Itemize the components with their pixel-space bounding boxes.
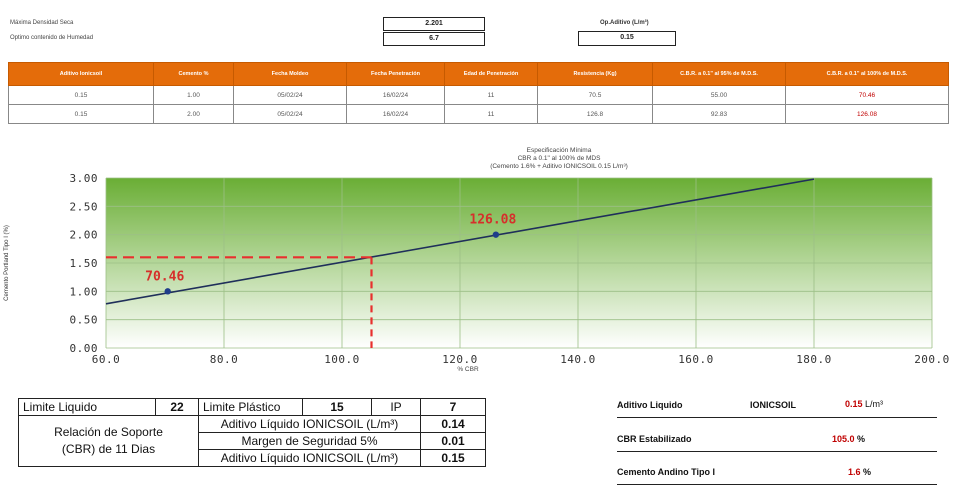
y-axis-ticks: 0.00 0.50 1.00 1.50 2.00 2.50 3.00 xyxy=(70,172,99,355)
results-cell: 55.00 xyxy=(652,85,786,105)
summary-divider-1 xyxy=(617,417,937,418)
results-col-header: Edad de Penetración xyxy=(444,62,538,86)
chart-title: Especificación Mínima xyxy=(527,147,592,154)
chart-grid xyxy=(105,177,933,349)
additive-label-2: Aditivo Líquido IONICSOIL (L/m³) xyxy=(198,449,421,467)
margin-value: 0.01 xyxy=(420,432,486,450)
results-cell: 126.08 xyxy=(785,104,949,124)
data-point xyxy=(164,288,171,295)
results-col-header: Cemento % xyxy=(153,62,234,86)
plastic-limit-label: Limite Plástico xyxy=(198,398,303,416)
limits-table: Limite Liquido 22 Limite Plástico 15 IP … xyxy=(18,398,486,467)
results-cell: 05/02/24 xyxy=(233,104,347,124)
relation-label-2: (CBR) de 11 Dias xyxy=(61,442,156,456)
max-density-value: 2.201 xyxy=(383,17,485,31)
results-cell: 05/02/24 xyxy=(233,85,347,105)
x-axis-label: % CBR xyxy=(457,366,479,373)
data-point xyxy=(492,231,500,238)
results-cell: 92.83 xyxy=(652,104,786,124)
results-col-header: C.B.R. a 0.1" al 95% de M.D.S. xyxy=(652,62,786,86)
data-label: 70.46 xyxy=(145,269,184,284)
additive-value-2: 0.15 xyxy=(420,449,486,467)
summary-additive-unit: L/m³ xyxy=(865,399,884,409)
chart-marks: 70.46 126.08 xyxy=(105,178,815,348)
summary-additive-product: IONICSOIL xyxy=(750,400,797,410)
results-col-header: Resistencia (Kg) xyxy=(537,62,653,86)
optimum-moisture-label: Optimo contenido de Humedad xyxy=(10,35,94,41)
y-tick-label: 2.50 xyxy=(70,200,99,213)
additive-label-1: Aditivo Líquido IONICSOIL (L/m³) xyxy=(198,415,421,433)
summary-cement-label: Cemento Andino Tipo I xyxy=(617,467,715,477)
results-col-header: Fecha Penetración xyxy=(346,62,445,86)
x-axis-ticks: 60.0 80.0 100.0 120.0 140.0 160.0 180.0 200.0 xyxy=(92,353,950,366)
cbr-chart: 0.00 0.50 1.00 1.50 2.00 2.50 3.00 60.0 80.0 100… xyxy=(4,147,950,373)
chart-subtitle: CBR a 0.1" al 100% de MDS xyxy=(518,155,602,162)
cbr-relation-cell: Relación de Soporte (CBR) de 11 Dias xyxy=(18,415,199,467)
x-tick-label: 200.0 xyxy=(914,353,950,366)
results-col-header: C.B.R. a 0.1" al 100% de M.D.S. xyxy=(785,62,949,86)
summary-cement-value-group: 1.6 % xyxy=(848,467,871,477)
relation-label-1: Relación de Soporte xyxy=(54,425,163,439)
results-col-header: Fecha Moldeo xyxy=(233,62,347,86)
results-cell: 11 xyxy=(444,85,538,105)
y-axis-label: Cemento Portland Tipo I (%) xyxy=(4,225,10,301)
summary-divider-2 xyxy=(617,451,937,452)
summary-cement-unit: % xyxy=(863,467,872,477)
data-label: 126.08 xyxy=(469,213,516,228)
liquid-limit-value: 22 xyxy=(155,398,199,416)
x-tick-label: 80.0 xyxy=(210,353,239,366)
results-table-header: Aditivo Ionicsoil Cemento % Fecha Moldeo Fe… xyxy=(8,62,949,86)
plastic-limit-value: 15 xyxy=(302,398,372,416)
results-cell: 70.5 xyxy=(537,85,653,105)
summary-additive-label: Aditivo Liquido xyxy=(617,400,683,410)
results-cell: 11 xyxy=(444,104,538,124)
results-cell: 0.15 xyxy=(8,104,154,124)
y-tick-label: 1.00 xyxy=(70,285,99,298)
results-cell: 70.46 xyxy=(785,85,949,105)
trend-line xyxy=(105,178,815,305)
results-cell: 126.8 xyxy=(537,104,653,124)
x-tick-label: 140.0 xyxy=(560,353,596,366)
ip-label: IP xyxy=(371,398,421,416)
results-cell: 1.00 xyxy=(153,85,234,105)
results-cell: 16/02/24 xyxy=(346,85,445,105)
results-col-header: Aditivo Ionicsoil xyxy=(8,62,154,86)
summary-cement-value: 1.6 xyxy=(848,467,861,477)
table-row: 0.15 2.00 05/02/24 16/02/24 11 126.8 92.83 126.… xyxy=(8,104,949,124)
chart-subtitle-2: (Cemento 1.6% + Aditivo IONICSOIL 0.15 L… xyxy=(490,163,628,170)
x-tick-label: 60.0 xyxy=(92,353,121,366)
ip-value: 7 xyxy=(420,398,486,416)
y-tick-label: 3.00 xyxy=(70,172,99,185)
op-additive-label: Op.Aditivo (L/m³) xyxy=(600,20,649,26)
summary-cbr-value-group: 105.0 % xyxy=(832,434,865,444)
results-cell: 0.15 xyxy=(8,85,154,105)
y-tick-label: 0.00 xyxy=(70,342,99,355)
results-table: Aditivo Ionicsoil Cemento % Fecha Moldeo Fe… xyxy=(8,62,949,124)
summary-additive-value: 0.15 xyxy=(845,399,863,409)
summary-cbr-value: 105.0 xyxy=(832,434,855,444)
liquid-limit-label: Limite Liquido xyxy=(18,398,156,416)
additive-value-1: 0.14 xyxy=(420,415,486,433)
y-tick-label: 1.50 xyxy=(70,257,99,270)
results-cell: 16/02/24 xyxy=(346,104,445,124)
y-tick-label: 0.50 xyxy=(70,314,99,327)
y-tick-label: 2.00 xyxy=(70,229,99,242)
table-row: 0.15 1.00 05/02/24 16/02/24 11 70.5 55.00 70.46 xyxy=(8,85,949,105)
max-density-label: Máxima Densidad Seca xyxy=(10,20,74,26)
x-tick-label: 100.0 xyxy=(324,353,360,366)
summary-divider-3 xyxy=(617,484,937,485)
summary-cbr-unit: % xyxy=(857,434,866,444)
op-additive-value: 0.15 xyxy=(578,31,676,46)
summary-additive-value-group: 0.15 L/m³ xyxy=(845,399,883,409)
margin-label: Margen de Seguridad 5% xyxy=(198,432,421,450)
results-cell: 2.00 xyxy=(153,104,234,124)
x-tick-label: 160.0 xyxy=(678,353,714,366)
x-tick-label: 180.0 xyxy=(796,353,832,366)
optimum-moisture-value: 6.7 xyxy=(383,32,485,46)
summary-cbr-label: CBR Estabilizado xyxy=(617,434,692,444)
x-tick-label: 120.0 xyxy=(442,353,478,366)
